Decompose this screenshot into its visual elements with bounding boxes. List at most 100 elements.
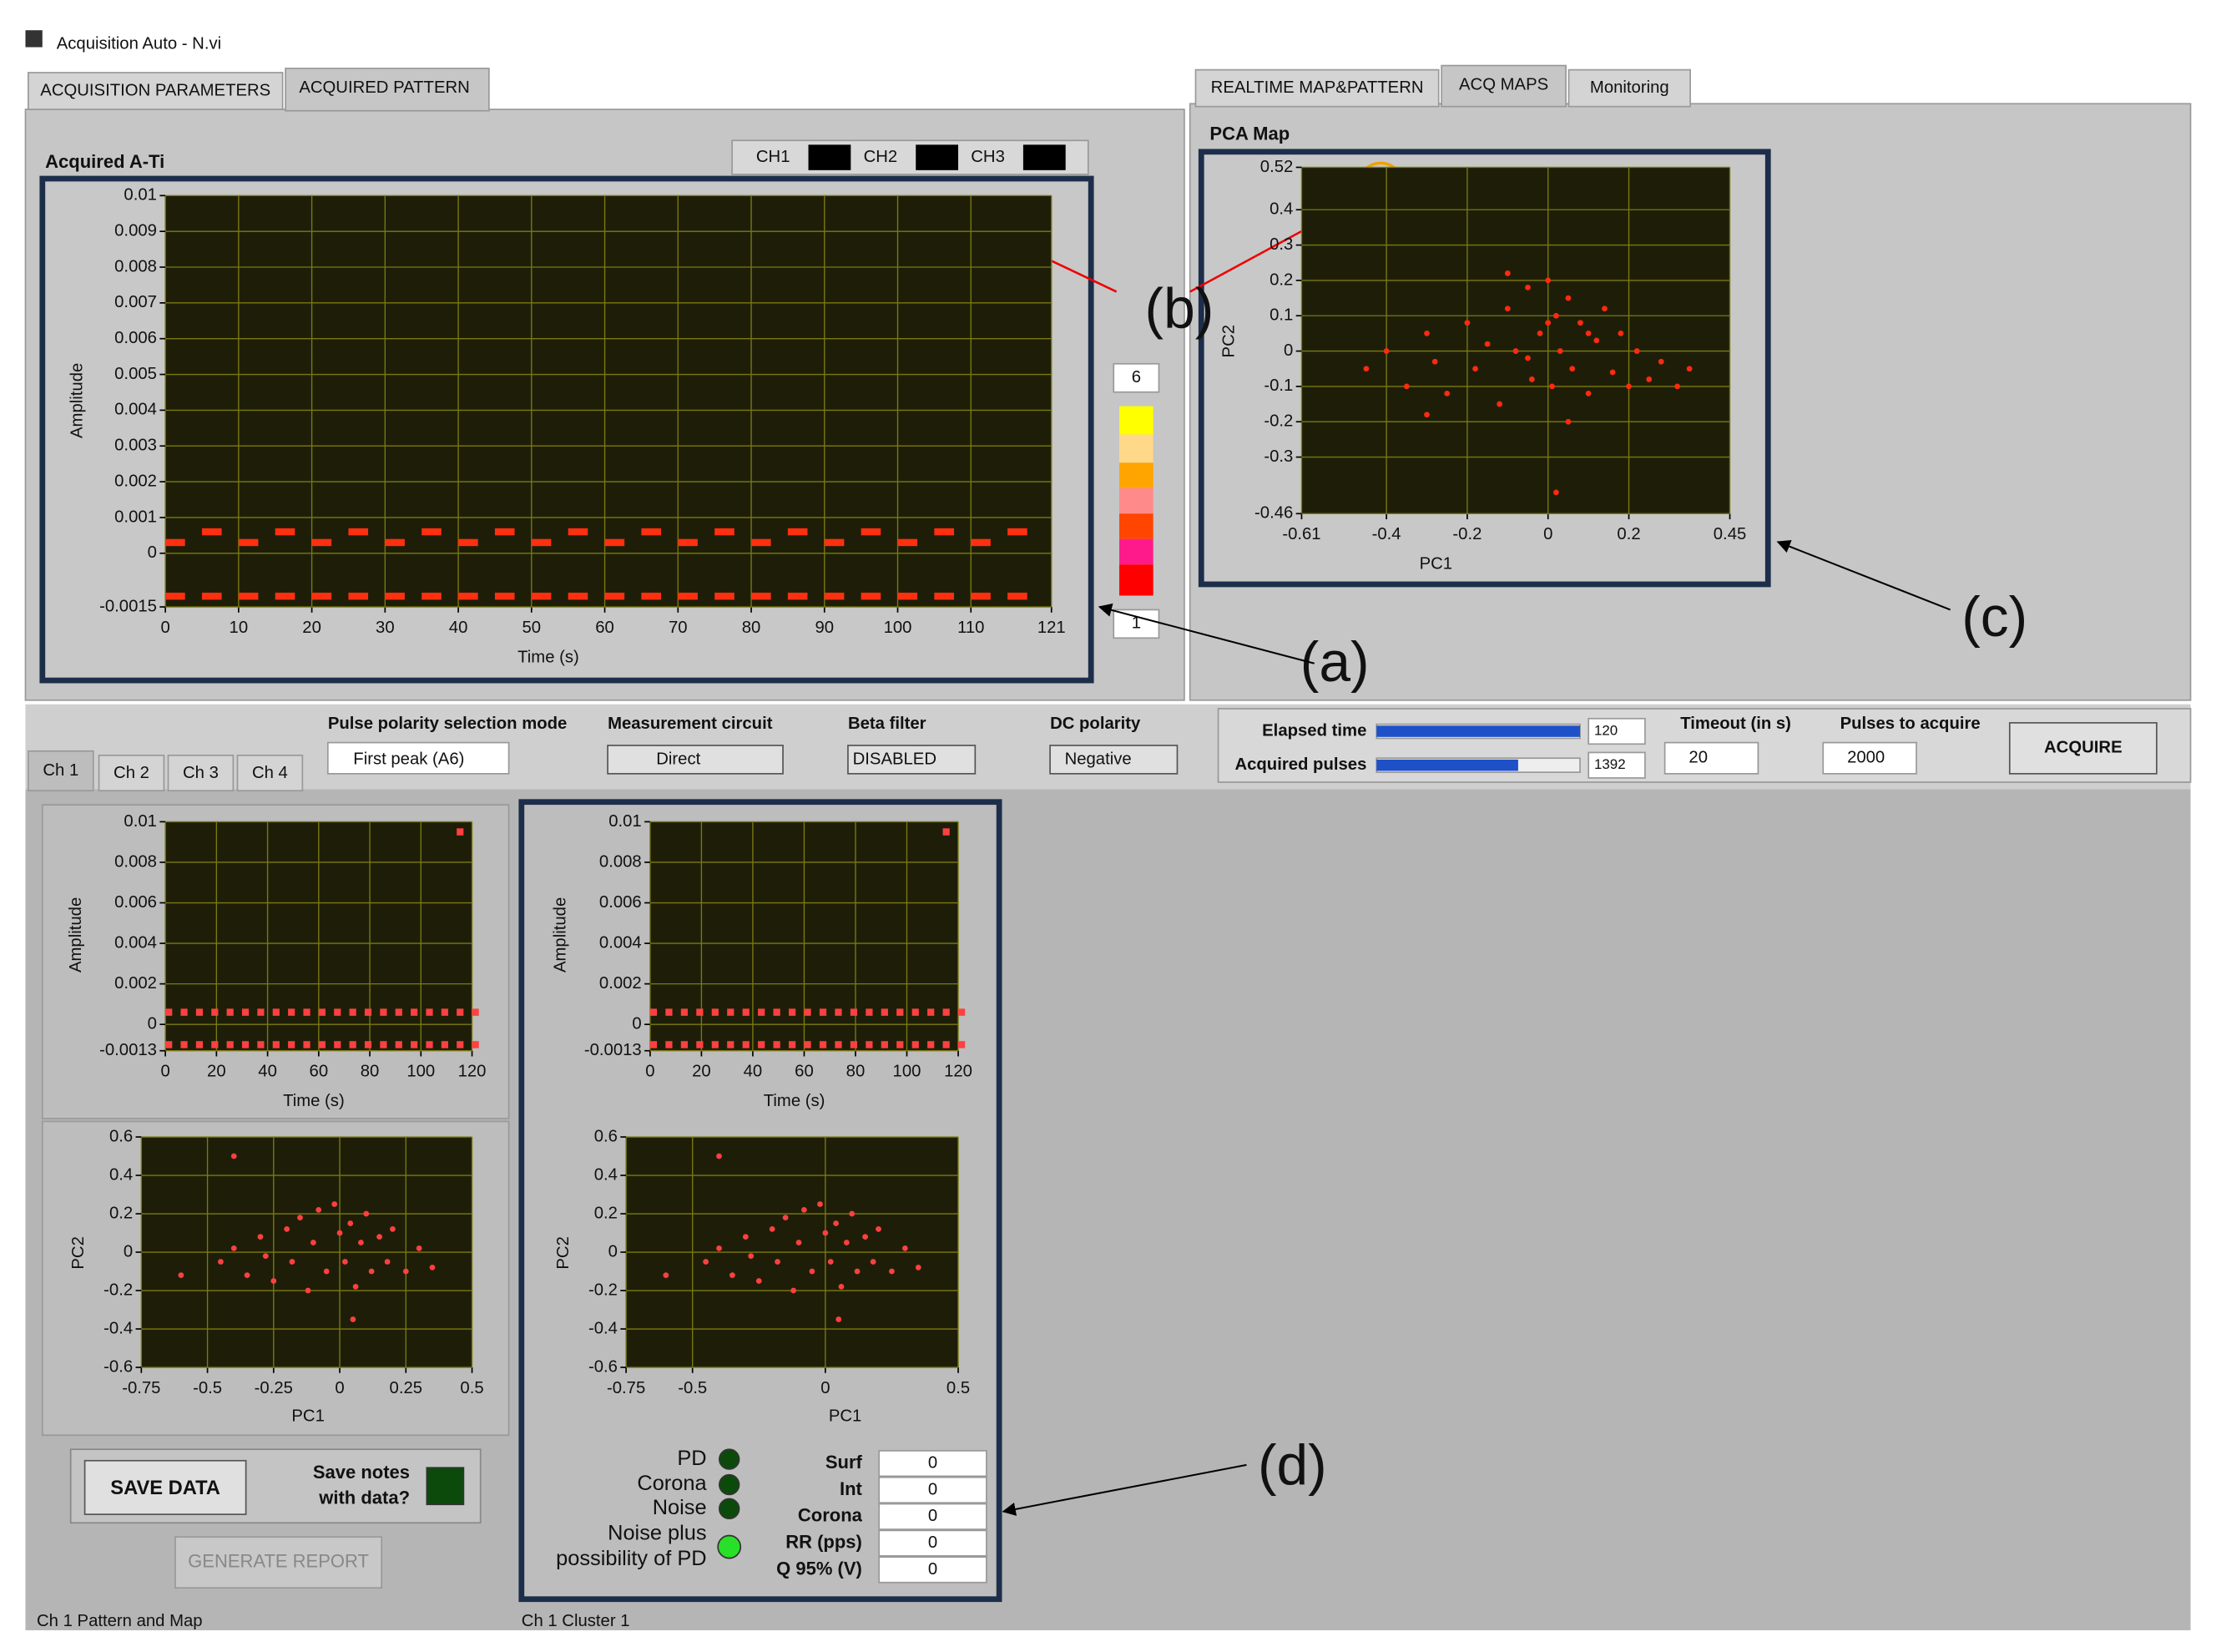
point [1674, 383, 1680, 390]
point [915, 1265, 921, 1271]
point [318, 1008, 326, 1016]
x-tick-label: -0.5 [678, 1379, 707, 1397]
point [385, 538, 405, 547]
target-field[interactable] [1822, 741, 1917, 775]
save-button[interactable] [83, 1459, 247, 1515]
tab[interactable] [1194, 68, 1440, 108]
scale-min-field [1113, 609, 1160, 639]
point [1545, 320, 1552, 326]
tab[interactable] [98, 754, 165, 792]
tab[interactable] [167, 754, 235, 792]
point [1484, 341, 1491, 347]
pulses-value: 1392 [1594, 756, 1626, 772]
point [896, 1041, 904, 1048]
timeout-value[interactable]: 20 [1689, 749, 1708, 767]
button-label[interactable]: ACQUIRE [2044, 739, 2123, 757]
point [824, 592, 845, 600]
tab[interactable] [1441, 64, 1567, 108]
tab-label[interactable]: ACQUISITION PARAMETERS [40, 81, 270, 99]
x-tick-label: 120 [944, 1062, 972, 1080]
button-label[interactable]: SAVE DATA [110, 1478, 220, 1499]
x-tick-label: 0 [1543, 525, 1552, 543]
point [416, 1245, 422, 1251]
tab[interactable] [1567, 68, 1691, 108]
point [1602, 306, 1608, 312]
y-axis-label: Amplitude [552, 897, 570, 973]
control-value[interactable]: Direct [656, 750, 700, 768]
tab-label[interactable]: Ch 4 [252, 764, 288, 782]
dropdown[interactable] [607, 745, 784, 775]
tab-label[interactable]: Ch 3 [183, 764, 219, 782]
value-field [1588, 751, 1646, 779]
point [457, 1041, 464, 1048]
timeout-field[interactable] [1663, 741, 1759, 775]
button-label[interactable]: GENERATE REPORT [188, 1550, 369, 1571]
point [318, 1041, 326, 1048]
point [641, 528, 662, 536]
point [1618, 331, 1624, 336]
control-label: Timeout (in s) [1680, 715, 1791, 733]
x-tick-label: 121 [1037, 619, 1066, 637]
tab[interactable] [285, 68, 490, 112]
point [472, 1041, 479, 1048]
point [604, 538, 625, 547]
tab-label[interactable]: ACQUIRED PATTERN [299, 78, 469, 97]
tab[interactable] [28, 750, 94, 792]
point [211, 1041, 219, 1048]
target-value[interactable]: 2000 [1847, 749, 1885, 767]
y-tick-label: 0.007 [114, 293, 157, 311]
x-tick-label: 100 [884, 619, 912, 637]
point [773, 1041, 780, 1048]
y-tick-label: 0.004 [114, 401, 157, 419]
point [817, 1201, 823, 1207]
progress-bar [1376, 759, 1518, 771]
tab-label[interactable]: Ch 2 [114, 764, 149, 782]
scale-max: 6 [1132, 368, 1141, 386]
control-value[interactable]: First peak (A6) [353, 750, 464, 768]
control-value[interactable]: DISABLED [853, 750, 936, 768]
tab-label[interactable]: REALTIME MAP&PATTERN [1211, 78, 1424, 97]
point [1686, 366, 1693, 372]
acquire-button[interactable] [2008, 722, 2158, 775]
tab-label[interactable]: Monitoring [1590, 78, 1669, 97]
point [568, 528, 588, 536]
point [680, 1008, 689, 1016]
x-tick-label: 110 [957, 619, 984, 637]
plot-area [165, 195, 1052, 608]
dropdown[interactable] [1049, 745, 1179, 775]
tab-label[interactable]: ACQ MAPS [1459, 76, 1548, 94]
point [1545, 277, 1552, 284]
tab-label[interactable]: Ch 1 [43, 761, 78, 780]
point [1557, 348, 1563, 354]
point [714, 592, 734, 600]
y-tick-label: 0.4 [109, 1165, 133, 1184]
report-button[interactable] [174, 1536, 383, 1589]
control-value[interactable]: Negative [1065, 750, 1132, 768]
point [421, 528, 442, 536]
polarity-field[interactable] [326, 741, 510, 775]
point [896, 1008, 904, 1016]
x-tick-label: 20 [692, 1062, 711, 1080]
x-tick-label: 120 [458, 1062, 487, 1080]
point [1585, 390, 1592, 397]
y-tick-label: -0.3 [1264, 447, 1293, 466]
plot-title: PCA Map [1209, 123, 1290, 144]
point [870, 1259, 876, 1265]
point [289, 1259, 295, 1265]
checkbox[interactable] [426, 1467, 465, 1506]
y-tick-label: 0.002 [599, 974, 642, 993]
value-field [1588, 717, 1646, 745]
point [790, 1287, 797, 1294]
point [714, 528, 734, 536]
point [1007, 528, 1027, 536]
point [305, 1287, 311, 1294]
tab[interactable] [236, 754, 304, 792]
y-tick-label: 0.01 [124, 186, 157, 205]
dropdown[interactable] [847, 745, 977, 775]
point [897, 592, 918, 600]
x-tick-label: 30 [376, 619, 395, 637]
point [787, 528, 808, 536]
point [942, 1041, 950, 1048]
tab[interactable] [28, 72, 284, 110]
point [195, 1008, 204, 1016]
